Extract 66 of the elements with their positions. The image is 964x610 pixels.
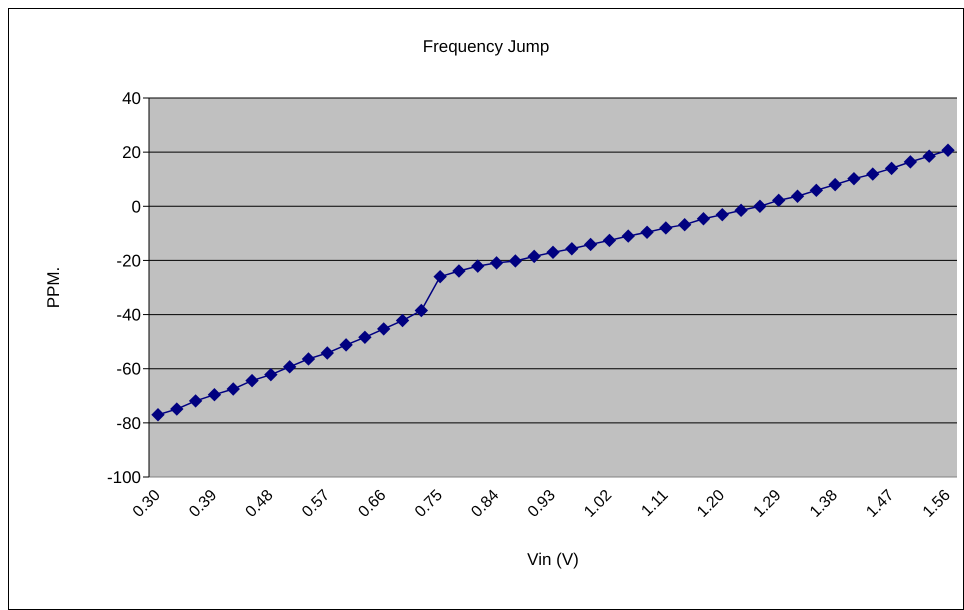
chart-title: Frequency Jump <box>422 37 550 57</box>
point <box>434 270 447 284</box>
point <box>471 260 484 273</box>
x-tick-label: 0.75 <box>412 486 446 521</box>
point <box>452 264 466 278</box>
point <box>302 352 315 366</box>
point <box>208 388 221 402</box>
x-tick-label: 0.48 <box>242 486 277 521</box>
point <box>490 256 504 270</box>
point <box>152 408 164 422</box>
point <box>678 218 692 232</box>
x-tick-label: 1.11 <box>638 486 672 520</box>
x-tick-label: 0.66 <box>355 486 390 521</box>
point <box>584 238 598 251</box>
point <box>716 208 729 222</box>
y-tick-label: 40 <box>122 89 141 108</box>
point <box>264 368 278 382</box>
x-tick-label: 1.02 <box>581 486 616 521</box>
point <box>340 338 353 352</box>
point <box>528 250 541 263</box>
point <box>377 322 390 336</box>
point <box>320 346 334 360</box>
point <box>283 360 296 374</box>
point <box>810 184 823 197</box>
point <box>358 330 372 344</box>
point <box>508 254 522 268</box>
point <box>565 242 578 256</box>
x-tick-label: 1.20 <box>694 486 728 521</box>
x-tick-label: 0.39 <box>186 486 220 521</box>
point <box>791 190 804 203</box>
point <box>885 162 898 175</box>
point <box>828 178 842 192</box>
point <box>226 382 240 396</box>
point <box>189 394 202 408</box>
y-tick-label: -100 <box>106 468 141 488</box>
y-axis-title: PPM. <box>44 266 64 308</box>
point <box>696 212 710 226</box>
point <box>640 226 654 239</box>
point <box>904 155 917 168</box>
x-tick-label: 0.30 <box>130 486 164 521</box>
point <box>396 314 410 328</box>
y-tick-label: -40 <box>116 306 141 325</box>
point <box>922 150 936 163</box>
x-tick-label: 0.93 <box>524 486 559 521</box>
point <box>866 168 880 181</box>
x-tick-label: 1.29 <box>750 486 785 521</box>
point <box>246 374 259 388</box>
point <box>942 144 954 157</box>
y-tick-label: -20 <box>116 251 141 270</box>
y-tick-label: -60 <box>116 360 141 379</box>
point <box>772 194 786 207</box>
x-tick-label: 0.84 <box>468 486 502 521</box>
point <box>602 234 616 247</box>
x-axis-title: Vin (V) <box>527 550 579 569</box>
x-tick-label: 1.38 <box>806 486 842 521</box>
point <box>414 304 428 318</box>
point <box>753 200 766 213</box>
y-tick-label: -80 <box>116 414 141 433</box>
y-tick-label: 20 <box>122 143 141 162</box>
point <box>734 204 748 217</box>
point <box>170 402 184 416</box>
point <box>847 172 860 186</box>
point <box>546 246 560 259</box>
y-tick-label: 0 <box>132 197 141 216</box>
point <box>622 230 635 243</box>
point <box>659 221 672 234</box>
